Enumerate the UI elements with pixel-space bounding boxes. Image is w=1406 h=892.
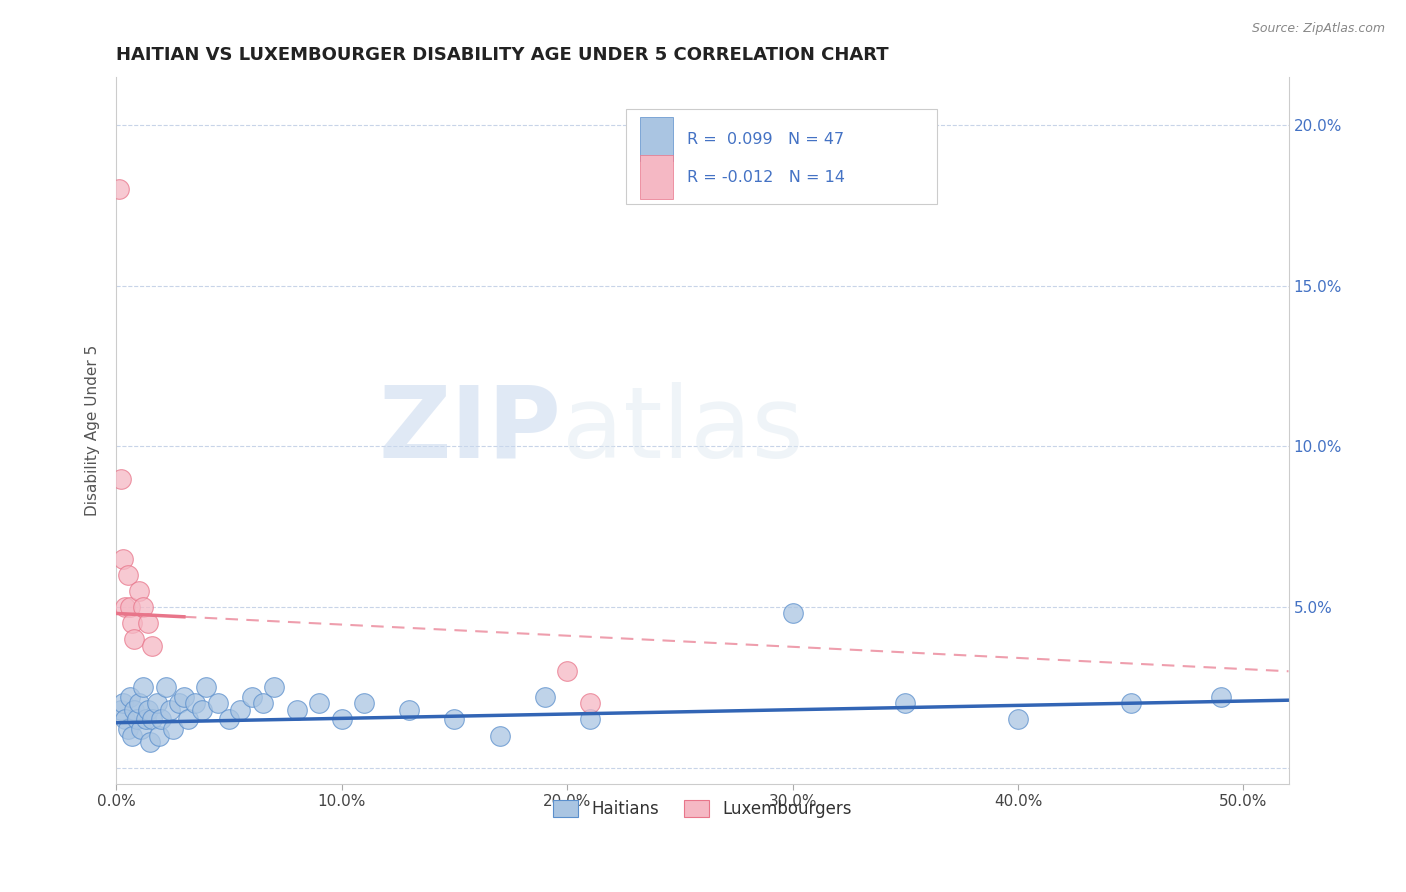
- Point: [118, 690, 141, 704]
- Point: [135, 713, 157, 727]
- Text: R =  0.099   N = 47: R = 0.099 N = 47: [688, 132, 844, 146]
- Point: [107, 182, 129, 196]
- Point: [229, 703, 252, 717]
- Point: [128, 697, 150, 711]
- Legend: Haitians, Luxembourgers: Haitians, Luxembourgers: [547, 793, 859, 825]
- Point: [218, 713, 240, 727]
- Point: [141, 639, 163, 653]
- Point: [488, 729, 510, 743]
- Y-axis label: Disability Age Under 5: Disability Age Under 5: [86, 344, 100, 516]
- Point: [285, 703, 308, 717]
- Point: [121, 616, 143, 631]
- Point: [124, 703, 146, 717]
- Point: [207, 697, 229, 711]
- Point: [191, 703, 214, 717]
- Point: [132, 681, 155, 695]
- Point: [184, 697, 207, 711]
- Point: [443, 713, 465, 727]
- Point: [173, 690, 195, 704]
- Point: [112, 551, 135, 566]
- Point: [125, 713, 148, 727]
- Point: [110, 471, 132, 485]
- Point: [110, 703, 132, 717]
- Point: [1209, 690, 1232, 704]
- Point: [240, 690, 263, 704]
- Point: [1119, 697, 1142, 711]
- Point: [148, 729, 170, 743]
- Point: [112, 697, 135, 711]
- Point: [146, 697, 169, 711]
- Point: [353, 697, 375, 711]
- Text: ZIP: ZIP: [378, 382, 562, 479]
- Point: [114, 600, 136, 615]
- Point: [141, 713, 163, 727]
- Point: [117, 722, 139, 736]
- Point: [136, 703, 159, 717]
- Point: [169, 697, 191, 711]
- Point: [128, 584, 150, 599]
- Text: Source: ZipAtlas.com: Source: ZipAtlas.com: [1251, 22, 1385, 36]
- Point: [578, 713, 600, 727]
- Point: [139, 735, 162, 749]
- FancyBboxPatch shape: [626, 109, 936, 204]
- Point: [533, 690, 555, 704]
- Point: [114, 713, 136, 727]
- Point: [132, 600, 155, 615]
- Point: [136, 616, 159, 631]
- Text: atlas: atlas: [562, 382, 803, 479]
- Point: [555, 665, 578, 679]
- Point: [308, 697, 330, 711]
- Point: [195, 681, 218, 695]
- Point: [118, 600, 141, 615]
- Point: [1007, 713, 1029, 727]
- Text: R = -0.012   N = 14: R = -0.012 N = 14: [688, 169, 845, 185]
- Point: [129, 722, 152, 736]
- Point: [177, 713, 200, 727]
- Point: [398, 703, 420, 717]
- Point: [162, 722, 184, 736]
- Point: [121, 729, 143, 743]
- Point: [124, 632, 146, 647]
- Point: [117, 567, 139, 582]
- Text: HAITIAN VS LUXEMBOURGER DISABILITY AGE UNDER 5 CORRELATION CHART: HAITIAN VS LUXEMBOURGER DISABILITY AGE U…: [117, 46, 889, 64]
- Point: [578, 697, 600, 711]
- Point: [782, 607, 804, 621]
- FancyBboxPatch shape: [640, 118, 673, 161]
- Point: [155, 681, 177, 695]
- Point: [159, 703, 181, 717]
- Point: [263, 681, 285, 695]
- Point: [894, 697, 917, 711]
- Point: [330, 713, 353, 727]
- FancyBboxPatch shape: [640, 155, 673, 199]
- Point: [252, 697, 274, 711]
- Point: [150, 713, 173, 727]
